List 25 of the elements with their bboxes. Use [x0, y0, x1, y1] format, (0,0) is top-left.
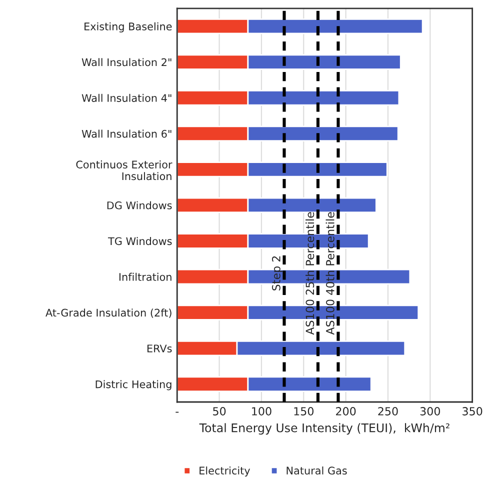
x-tick-label: 100	[252, 407, 272, 416]
ref-line-label: AS100 25th Percentile	[306, 212, 314, 335]
y-tick-label: Continuos Exterior Insulation	[76, 160, 172, 180]
ref-line-label: Step 2	[272, 256, 283, 290]
x-tick-label: 150	[294, 407, 314, 416]
y-tick-label: Wall Insulation 4"	[82, 94, 172, 102]
legend-label: Electricity	[200, 466, 250, 477]
x-tick-label: 350	[462, 407, 482, 416]
y-tick-label: Existing Baseline	[84, 22, 172, 32]
y-tick-label: Distric Heating	[96, 380, 172, 390]
y-tick-label: TG Windows	[108, 237, 172, 246]
legend-label: Natural Gas	[286, 466, 347, 475]
x-tick-label: 50	[213, 407, 226, 416]
y-tick-label: Wall Insulation 6"	[82, 130, 172, 138]
x-tick-label: 300	[420, 407, 440, 416]
y-tick-label: DG Windows	[107, 201, 172, 210]
y-tick-label: ERVs	[147, 344, 172, 352]
x-tick-label: 200	[336, 407, 356, 416]
x-axis-title: Total Energy Use Intensity (TEUI), kWh/m²	[199, 423, 450, 435]
y-tick-label: Wall Insulation 2"	[82, 58, 172, 66]
y-tick-label: Infiltration	[119, 272, 172, 281]
y-tick-label: At-Grade Insulation (2ft)	[46, 308, 172, 318]
ref-line-label: AS100 40th Percentile	[326, 212, 334, 335]
x-tick-label: -	[176, 412, 179, 413]
x-tick-label: 250	[378, 407, 398, 416]
